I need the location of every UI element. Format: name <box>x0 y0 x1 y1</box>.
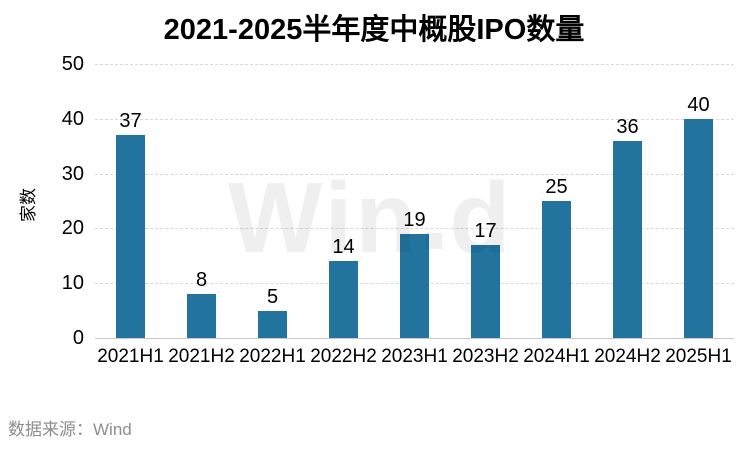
bar-value-label-2021H2: 8 <box>195 269 208 292</box>
bar-group-2021H2: 8 2021H2 <box>166 64 237 367</box>
gridline-y50 <box>95 64 734 65</box>
y-tick-label-20: 20 <box>61 217 84 240</box>
bar-group-2024H1: 25 2024H1 <box>521 64 592 367</box>
bar-group-2021H1: 37 2021H1 <box>95 64 166 367</box>
x-tick-label-2021H1: 2021H1 <box>97 346 164 367</box>
bar-group-2022H2: 14 2022H2 <box>308 64 379 367</box>
chart-title: 2021-2025半年度中概股IPO数量 <box>163 14 585 46</box>
x-tick-label-2021H2: 2021H2 <box>168 346 235 367</box>
bar-2022H2 <box>329 261 358 338</box>
x-tick-label-2024H2: 2024H2 <box>594 346 661 367</box>
bar-value-label-2025H1: 40 <box>687 93 710 116</box>
bar-value-label-2021H1: 37 <box>119 110 142 133</box>
bar-2024H1 <box>542 201 571 338</box>
y-tick-label-30: 30 <box>61 162 84 185</box>
gridline-y30 <box>95 173 734 175</box>
bar-2023H2 <box>471 244 500 338</box>
bar-value-label-2023H2: 17 <box>474 219 497 242</box>
y-tick-label-0: 0 <box>72 327 84 349</box>
bar-group-2023H1: 19 2023H1 <box>379 64 450 367</box>
x-tick-label-2025H1: 2025H1 <box>665 346 732 367</box>
x-tick-label-2022H2: 2022H2 <box>310 346 377 367</box>
data-source-note: 数据来源：Wind <box>8 420 132 439</box>
x-tick-label-2023H2: 2023H2 <box>452 346 519 367</box>
bar-value-label-2024H1: 25 <box>545 176 568 198</box>
bar-2024H2 <box>613 140 642 338</box>
x-tick-label-2024H1: 2024H1 <box>523 346 590 367</box>
bar-2025H1 <box>684 118 713 338</box>
bar-group-2022H1: 5 2022H1 <box>237 64 308 367</box>
bar-group-2023H2: 17 2023H2 <box>450 64 521 367</box>
y-tick-label-10: 10 <box>61 272 84 295</box>
gridline-y40 <box>95 118 734 120</box>
x-axis-line <box>95 338 734 339</box>
bar-value-label-2024H2: 36 <box>616 115 639 138</box>
bar-2021H2 <box>187 294 216 338</box>
bar-value-label-2023H1: 19 <box>403 208 426 231</box>
bar-2023H1 <box>400 233 429 338</box>
bar-2022H1 <box>258 310 287 338</box>
gridline-y20 <box>95 228 734 230</box>
bar-group-2025H1: 40 2025H1 <box>663 64 734 367</box>
bar-group-2024H2: 36 2024H2 <box>592 64 663 367</box>
bar-value-label-2022H2: 14 <box>332 236 355 259</box>
y-tick-label-40: 40 <box>61 107 84 130</box>
y-axis-title: 家数 <box>19 188 38 222</box>
x-tick-label-2022H1: 2022H1 <box>239 346 306 367</box>
plot-area: 37 2021H1 8 2021H2 5 2022H1 14 2022H2 19 2023H1 17… <box>95 64 734 367</box>
x-tick-label-2023H1: 2023H1 <box>381 346 448 367</box>
bar-2021H1 <box>116 135 145 338</box>
bar-value-label-2022H1: 5 <box>266 285 279 308</box>
y-tick-label-50: 50 <box>61 53 84 75</box>
